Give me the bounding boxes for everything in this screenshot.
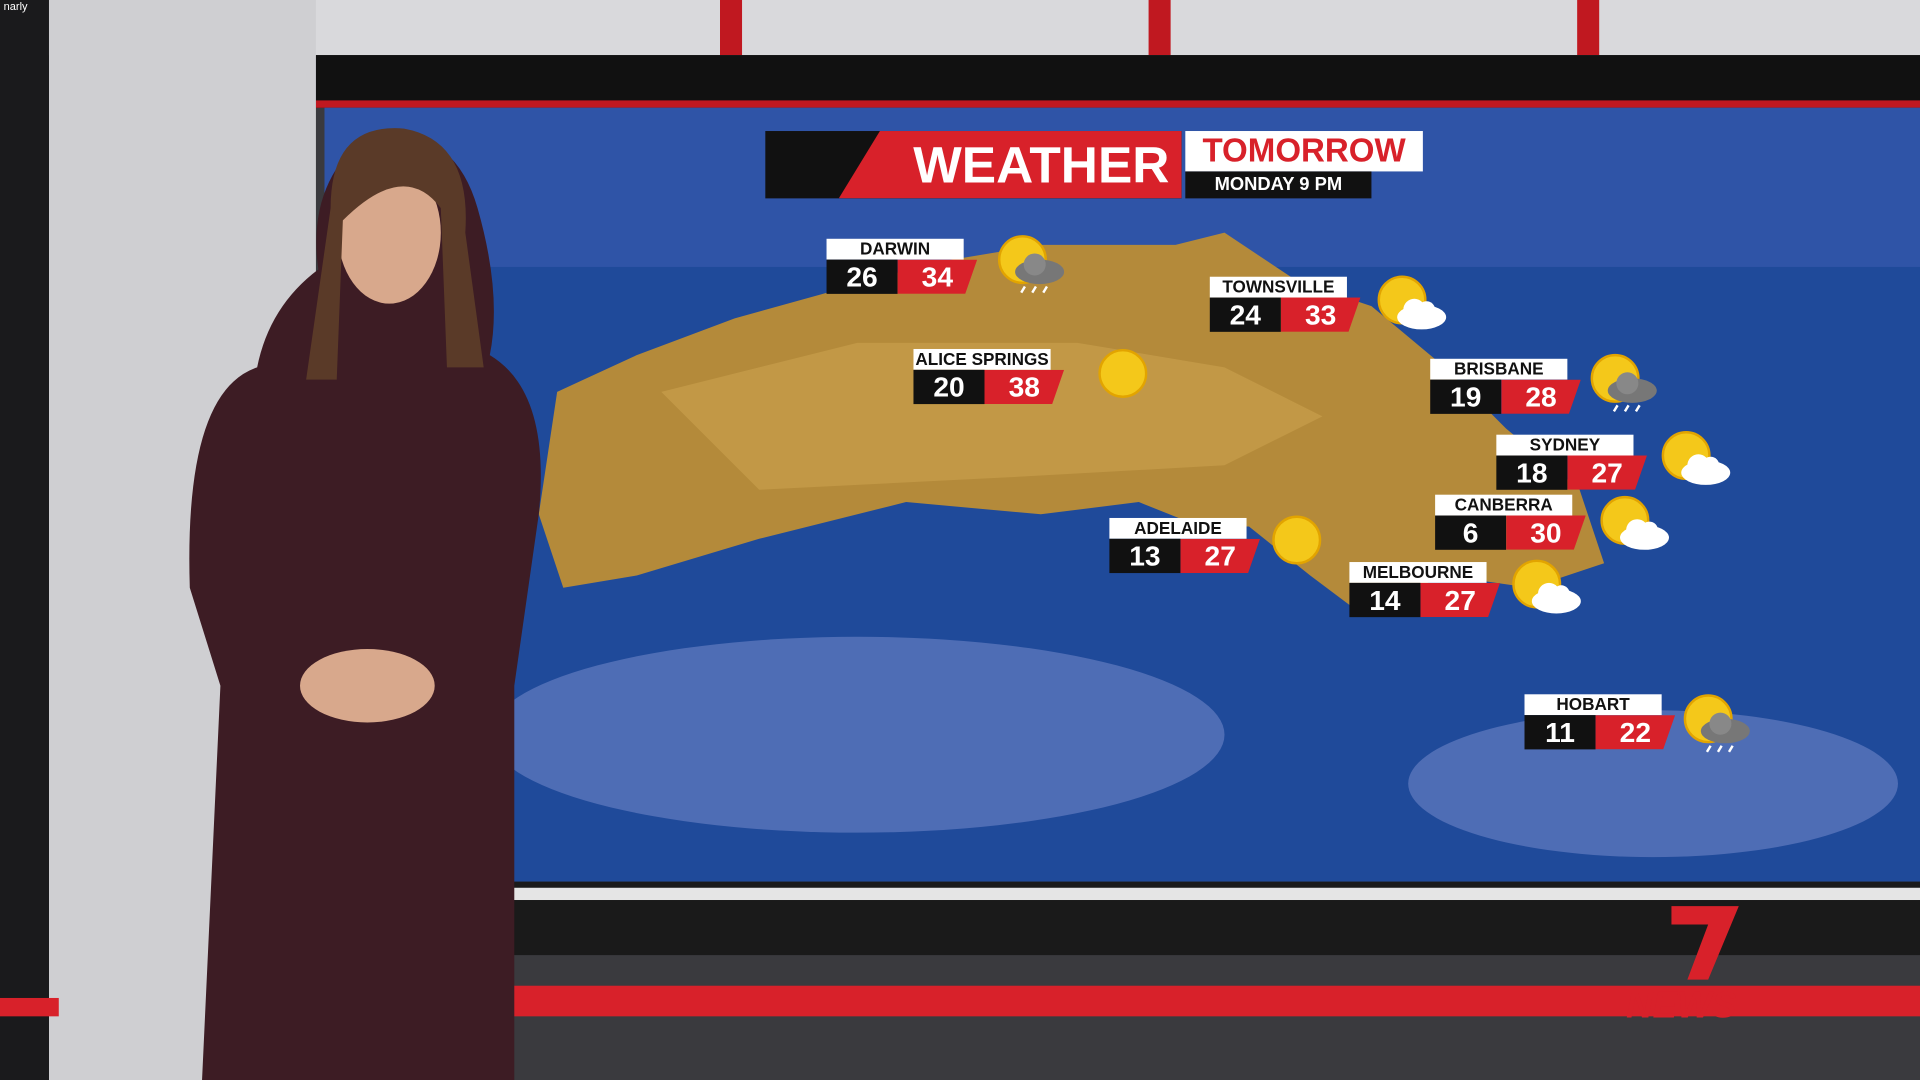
city-name: HOBART bbox=[1524, 694, 1662, 716]
weather-icon bbox=[1098, 348, 1148, 398]
weather-icon bbox=[1377, 275, 1447, 330]
city-card: TOWNSVILLE 24 33 bbox=[1209, 276, 1363, 332]
min-temp: 13 bbox=[1109, 538, 1181, 574]
min-temp: 24 bbox=[1209, 297, 1281, 332]
max-temp: 27 bbox=[1180, 538, 1261, 574]
max-temp: 30 bbox=[1506, 515, 1586, 550]
corner-text: narly bbox=[3, 0, 28, 13]
min-temp: 26 bbox=[826, 259, 898, 294]
weather-icon bbox=[1661, 431, 1731, 485]
title: WEATHER bbox=[838, 131, 1182, 199]
city-card: HOBART 11 22 bbox=[1524, 694, 1678, 750]
max-temp: 28 bbox=[1501, 379, 1581, 414]
time: MONDAY 9 PM bbox=[1185, 171, 1372, 199]
max-temp: 22 bbox=[1595, 715, 1676, 750]
max-temp: 27 bbox=[1567, 455, 1647, 490]
weather-icon bbox=[1683, 694, 1750, 753]
city-name: CANBERRA bbox=[1435, 494, 1573, 516]
max-temp: 38 bbox=[984, 369, 1065, 405]
max-temp: 34 bbox=[897, 259, 978, 294]
city-card: MELBOURNE 14 27 bbox=[1349, 562, 1502, 618]
weather-icon bbox=[1272, 515, 1322, 565]
logo-seven bbox=[1671, 906, 1739, 980]
min-temp: 6 bbox=[1435, 515, 1507, 550]
weather-icon bbox=[1590, 353, 1657, 413]
min-temp: 19 bbox=[1430, 379, 1502, 414]
city-card: DARWIN 26 34 bbox=[826, 238, 980, 294]
min-temp: 14 bbox=[1349, 582, 1421, 618]
city-card: SYDNEY 18 27 bbox=[1496, 434, 1649, 490]
logo-text: NEWS bbox=[1626, 985, 1737, 1027]
city-name: MELBOURNE bbox=[1349, 562, 1487, 583]
city-card: CANBERRA 6 30 bbox=[1435, 494, 1588, 550]
weather-icon bbox=[1600, 495, 1669, 550]
city-card: BRISBANE 19 28 bbox=[1430, 358, 1583, 414]
city-name: ADELAIDE bbox=[1109, 517, 1247, 539]
subtitle: TOMORROW bbox=[1185, 131, 1423, 172]
city-card: ADELAIDE 13 27 bbox=[1109, 517, 1262, 574]
city-name: ALICE SPRINGS bbox=[913, 348, 1051, 370]
min-temp: 11 bbox=[1524, 715, 1596, 750]
city-name: TOWNSVILLE bbox=[1209, 276, 1347, 298]
min-temp: 20 bbox=[913, 369, 985, 405]
min-temp: 18 bbox=[1496, 455, 1568, 490]
city-card: ALICE SPRINGS 20 38 bbox=[913, 348, 1066, 405]
weather-icon bbox=[1512, 559, 1581, 614]
max-temp: 33 bbox=[1280, 297, 1361, 332]
city-name: SYDNEY bbox=[1496, 434, 1634, 456]
city-name: DARWIN bbox=[826, 238, 964, 260]
weather-icon bbox=[997, 235, 1065, 294]
city-name: BRISBANE bbox=[1430, 358, 1568, 380]
logo-number: 7 bbox=[1708, 900, 1715, 913]
max-temp: 27 bbox=[1420, 582, 1501, 618]
